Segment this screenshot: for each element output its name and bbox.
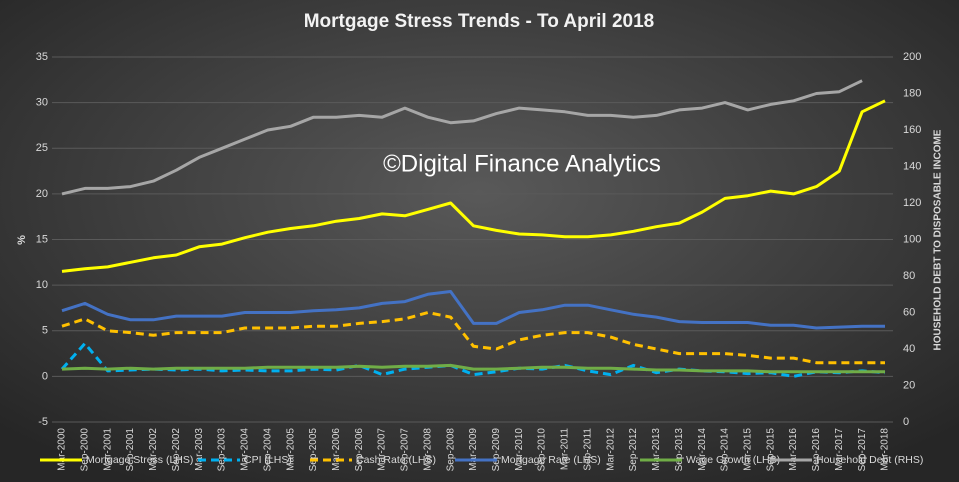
x-tick-label: Sep-2010 <box>537 428 548 472</box>
x-tick-label: Sep-2009 <box>491 428 502 472</box>
x-tick-label: Sep-2004 <box>262 428 273 472</box>
legend-label: Household Debt (RHS) <box>816 454 923 466</box>
y2-tick-label: 40 <box>903 343 915 355</box>
x-tick-label: Mar-2009 <box>468 428 479 471</box>
y-tick-label: 20 <box>36 188 48 200</box>
y2-tick-label: 0 <box>903 416 909 428</box>
x-tick-label: Mar-2005 <box>285 428 296 471</box>
y-tick-label: 25 <box>36 142 48 154</box>
x-tick-label: Sep-2000 <box>80 428 91 472</box>
y-tick-label: 35 <box>36 51 48 63</box>
x-tick-label: Mar-2004 <box>240 428 251 471</box>
x-tick-label: Mar-2010 <box>514 428 525 471</box>
watermark: ©Digital Finance Analytics <box>383 150 661 177</box>
y2-tick-label: 100 <box>903 233 921 245</box>
x-tick-label: Sep-2008 <box>445 428 456 472</box>
x-tick-label: Mar-2002 <box>148 428 159 471</box>
x-tick-label: Mar-2013 <box>651 428 662 471</box>
x-tick-label: Mar-2006 <box>331 428 342 471</box>
legend-label: CPI (LHS) <box>244 454 292 466</box>
y2-tick-label: 140 <box>903 160 921 172</box>
x-tick-label: Mar-2001 <box>102 428 113 471</box>
x-tick-label: Mar-2017 <box>834 428 845 471</box>
series-line <box>61 311 885 365</box>
y-tick-label: 5 <box>42 325 48 337</box>
legend-label: Wage Growth (LHS) <box>686 454 780 466</box>
series-line <box>61 79 863 196</box>
y2-axis-label: HOUSEHOLD DEBT TO DISPOSABLE INCOME <box>933 129 944 350</box>
y2-tick-label: 80 <box>903 270 915 282</box>
chart-title: Mortgage Stress Trends - To April 2018 <box>304 11 655 32</box>
x-tick-label: Mar-2008 <box>422 428 433 471</box>
x-tick-label: Sep-2015 <box>765 428 776 472</box>
x-tick-label: Sep-2012 <box>628 428 639 472</box>
y-tick-label: 10 <box>36 279 48 291</box>
x-tick-label: Mar-2000 <box>57 428 68 471</box>
x-tick-label: Sep-2013 <box>674 428 685 472</box>
series-line <box>61 290 885 330</box>
x-tick-label: Mar-2011 <box>560 428 571 470</box>
y2-tick-label: 20 <box>903 379 915 391</box>
x-tick-label: Mar-2003 <box>194 428 205 471</box>
x-tick-label: Sep-2006 <box>354 428 365 472</box>
x-tick-label: Sep-2005 <box>308 428 319 472</box>
y-axis-label: % <box>16 235 28 245</box>
x-tick-label: Sep-2011 <box>582 428 593 471</box>
x-tick-label: Sep-2016 <box>811 428 822 472</box>
y-tick-label: 0 <box>42 370 48 382</box>
x-tick-label: Mar-2016 <box>788 428 799 471</box>
y-tick-label: 30 <box>36 97 48 109</box>
x-tick-label: Sep-2007 <box>400 428 411 472</box>
legend-label: Cash Rate (LHS) <box>356 454 436 466</box>
x-tick-label: Sep-2003 <box>217 428 228 472</box>
y-tick-label: -5 <box>38 416 48 428</box>
y2-tick-label: 160 <box>903 124 921 136</box>
x-tick-label: Mar-2015 <box>742 428 753 471</box>
x-tick-label: Mar-2012 <box>605 428 616 471</box>
legend-label: Mortgage Stress (LHS) <box>86 454 193 466</box>
x-tick-label: Sep-2017 <box>857 428 868 472</box>
y-tick-label: 15 <box>36 233 48 245</box>
x-tick-label: Sep-2014 <box>720 428 731 472</box>
x-tick-label: Mar-2014 <box>697 428 708 471</box>
x-tick-label: Sep-2002 <box>171 428 182 472</box>
y2-tick-label: 180 <box>903 87 921 99</box>
y2-tick-label: 120 <box>903 197 921 209</box>
legend-label: Mortgage Rate (LHS) <box>501 454 601 466</box>
y2-tick-label: 60 <box>903 306 915 318</box>
x-tick-label: Sep-2001 <box>125 428 136 472</box>
series-line <box>61 99 886 273</box>
y2-tick-label: 200 <box>903 51 921 63</box>
x-tick-label: Mar-2018 <box>880 428 891 471</box>
x-tick-label: Mar-2007 <box>377 428 388 471</box>
series-line <box>61 363 885 374</box>
